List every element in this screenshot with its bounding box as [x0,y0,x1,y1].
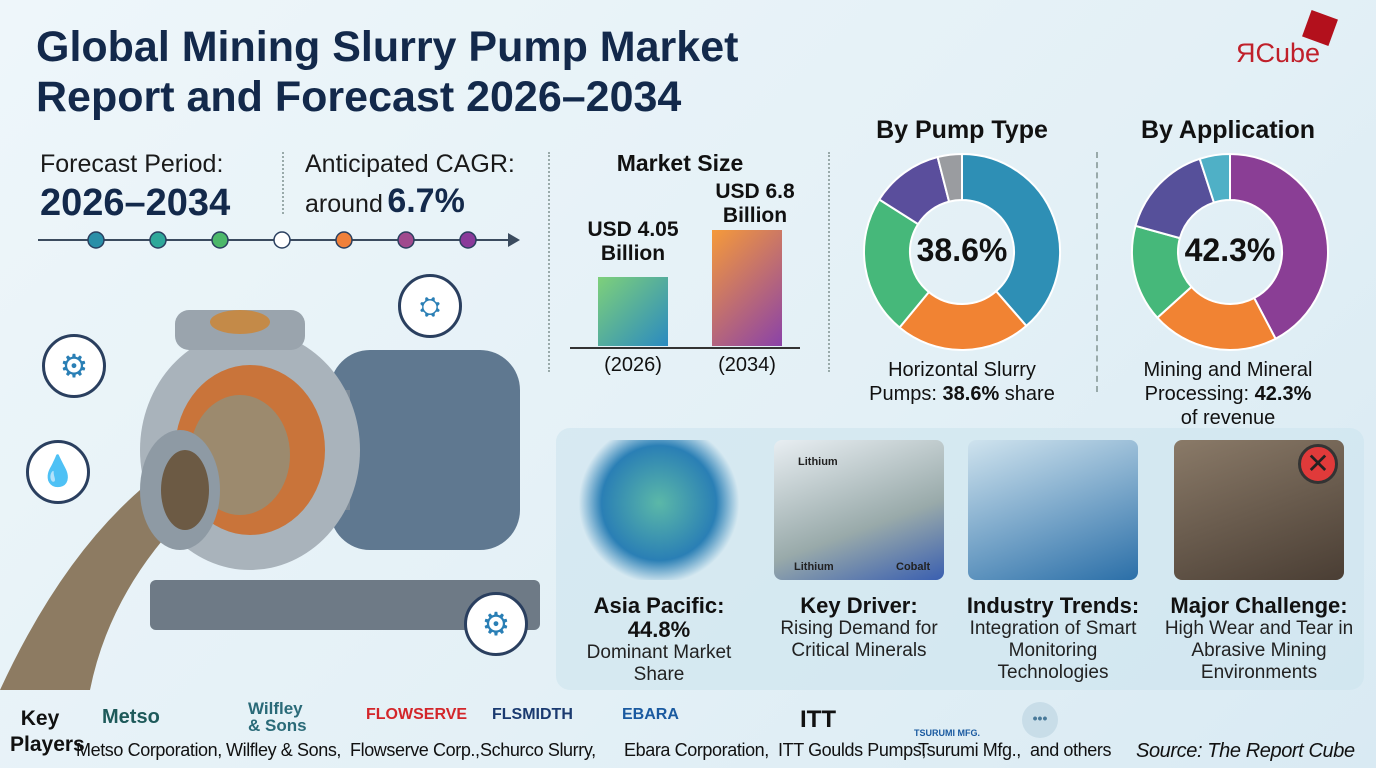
timeline [38,231,520,249]
bar-2026-value: USD 4.05 Billion [587,218,679,265]
market-size-title: Market Size [616,150,744,176]
bar-2026 [598,277,668,346]
card-asia-pacific: Asia Pacific: 44.8% Dominant Market Share [564,440,754,686]
water-drop-icon: 💧 [26,440,90,504]
smart-monitoring-icon [968,440,1138,580]
pump-type-center: 38.6% [916,232,1008,268]
cagr-value-group: around 6.7% [305,182,465,221]
metso-logo: Metso [102,706,160,728]
key-players: Key Players Metso Wilfley & Sons FLOWSER… [10,699,1355,762]
card-key-driver: Lithium Lithium Cobalt Key Driver: Rising… [764,440,954,662]
application-title: By Application [1140,116,1316,144]
card-major-challenge: ✕ Major Challenge: High Wear and Tear in … [1164,440,1354,684]
timeline-dot [87,231,105,249]
settings-gear-icon: ⚙ [464,592,528,656]
donut-segment [961,152,1061,328]
prohibited-icon: ✕ [1298,444,1338,484]
lithium-label-top: Lithium [798,456,838,468]
flowserve-logo: FLOWSERVE [366,706,468,723]
application-center: 42.3% [1184,232,1276,268]
application-caption: Mining and Mineral Processing: 42.3% of re… [1143,359,1313,429]
timeline-dot [335,231,353,249]
flsmidth-logo: FLSMIDTH [492,706,573,723]
timeline-dot [149,231,167,249]
timeline-dot [211,231,229,249]
gear-icon: ⚙ [42,334,106,398]
cagr-value: 6.7% [387,182,465,220]
donut-segment [863,198,931,329]
cobalt-label: Cobalt [896,561,931,573]
cagr-prefix: around [305,190,383,218]
pump-type-caption: Horizontal Slurry Pumps: 38.6% share [869,359,1055,405]
pump-type-donut [863,152,1061,351]
cagr-label: Anticipated CAGR: [305,150,515,178]
pump-icon: ⛭ [398,274,462,338]
source-text: Source: The Report Cube [1136,740,1355,762]
donut-segment [1134,157,1216,240]
bar-2034 [712,230,782,346]
card-industry-trends: Industry Trends: Integration of Smart Mon… [958,440,1148,684]
timeline-dot [273,231,291,249]
donut-segment [1229,152,1329,341]
slurry-flow [0,490,190,690]
forecast-label: Forecast Period: [40,150,224,178]
bar-2034-year: (2034) [718,354,776,376]
application-donut [1131,152,1329,351]
lithium-label-bottom: Lithium [794,561,834,573]
slurry-pump-illustration [0,310,540,690]
more-icon: ••• [1022,702,1058,738]
forecast-value: 2026–2034 [40,182,231,224]
minerals-icon: Lithium Lithium Cobalt [774,440,944,580]
key-players-label: Key Players [10,707,85,756]
world-map-icon [574,440,744,580]
wilfley-logo: Wilfley & Sons [248,699,307,735]
brand-logo: ЯCube [1236,10,1346,70]
ebara-logo: EBARA [622,706,679,723]
timeline-dot [397,231,415,249]
donut-segment [1198,152,1231,204]
pump-type-title: By Pump Type [876,116,1048,144]
tsurumi-logo: TSURUMI MFG. [914,728,980,738]
timeline-dot [459,231,477,249]
bar-2034-value: USD 6.8 Billion [715,180,795,227]
worn-impeller-icon: ✕ [1174,440,1344,580]
donut-segment [936,152,963,203]
bar-2026-year: (2026) [604,354,662,376]
page-title: Global Mining Slurry Pump Market Report … [36,23,739,121]
itt-logo: ITT [800,706,836,733]
